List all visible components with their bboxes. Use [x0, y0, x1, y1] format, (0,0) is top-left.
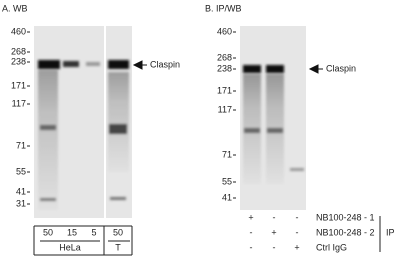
arrow	[308, 64, 323, 74]
marker-label: 55	[16, 166, 26, 176]
marker-label: 41	[16, 186, 26, 196]
marker-label: 71	[16, 140, 26, 150]
marker-label: 238	[11, 56, 26, 66]
marker-label: 268	[217, 52, 232, 62]
sign: +	[271, 227, 276, 237]
sign: -	[296, 227, 299, 237]
cell-line: T	[115, 242, 121, 252]
lane-load: 5	[91, 227, 96, 237]
sign: -	[296, 212, 299, 222]
marker-label: 55	[222, 176, 232, 186]
sign: -	[273, 212, 276, 222]
marker-label: 117	[12, 98, 26, 108]
lane-load: 50	[43, 227, 53, 237]
cell-line: HeLa	[59, 242, 81, 252]
sign: +	[248, 212, 253, 222]
target-label: Claspin	[150, 59, 180, 69]
marker-label: 171	[11, 80, 26, 90]
marker-label: 71	[222, 149, 232, 159]
marker-label: 460	[11, 26, 26, 36]
sign: -	[273, 242, 276, 252]
marker-label: 171	[217, 85, 232, 95]
target-label: Claspin	[326, 63, 356, 73]
lane-load: 15	[67, 227, 77, 237]
sign: -	[250, 242, 253, 252]
lane-load: 50	[113, 227, 123, 237]
blot-a	[34, 26, 132, 218]
row-label: NB100-248 - 1	[316, 212, 375, 222]
group-label: IP	[386, 227, 395, 237]
row-label: Ctrl IgG	[316, 242, 347, 252]
sign: +	[294, 242, 299, 252]
sign: -	[250, 227, 253, 237]
arrow	[132, 60, 147, 70]
blot-b	[240, 26, 306, 210]
panel-title: B. IP/WB	[205, 3, 242, 13]
marker-label: 117	[218, 104, 232, 114]
marker-label: 268	[11, 46, 26, 56]
marker-label: 41	[222, 192, 232, 202]
marker-label: 460	[217, 26, 232, 36]
row-label: NB100-248 - 2	[316, 227, 375, 237]
marker-label: 238	[217, 63, 232, 73]
panel-title: A. WB	[2, 3, 28, 13]
marker-label: 31	[16, 198, 26, 208]
